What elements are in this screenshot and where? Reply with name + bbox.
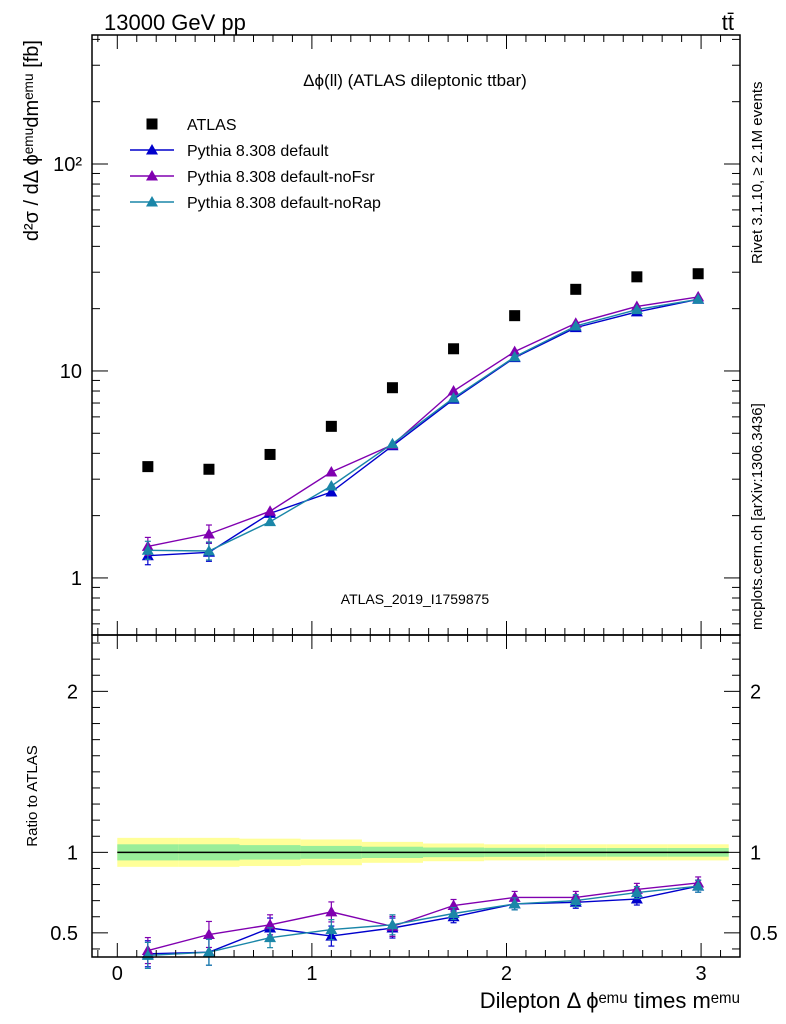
legend-label: ATLAS: [187, 117, 237, 134]
mc-data-point: [447, 392, 460, 403]
ratio-data-point: [508, 891, 521, 902]
ratio-data-point: [508, 897, 521, 909]
header-final-state-label: tt̄: [722, 10, 734, 35]
y-tick-label: 2: [67, 681, 78, 703]
mc-data-point: [386, 437, 399, 449]
y-tick-label: 10: [60, 361, 82, 383]
header-process-label: 13000 GeV pp: [104, 10, 246, 35]
series-line-2: [147, 296, 699, 548]
mc-data-point: [264, 515, 277, 527]
mc-data-point: [141, 544, 154, 555]
y-tick-label: 0.5: [750, 923, 778, 945]
legend-marker: [146, 196, 158, 207]
ratio-data-point: [447, 907, 460, 919]
ratio-data-point: [386, 918, 399, 930]
atlas-data-point: [203, 463, 215, 475]
mcplots-reference-label: mcplots.cern.ch [arXiv:1306.3436]: [749, 403, 766, 630]
x-axis-label: Dilepton Δ ϕᵉᵐᵘ times mᵉᵐᵘ: [480, 988, 740, 1013]
ratio-data-point: [692, 880, 705, 891]
atlas-data-point: [142, 461, 154, 473]
ratio-data-point: [202, 946, 215, 957]
main-plot-marks: [141, 268, 705, 566]
legend-label: Pythia 8.308 default-noRap: [187, 195, 381, 212]
atlas-data-point: [692, 268, 704, 280]
ratio-data-point: [202, 928, 215, 939]
y-tick-label: 1: [71, 568, 82, 590]
x-tick-label: 1: [306, 963, 317, 985]
mc-data-point: [325, 480, 338, 491]
atlas-data-point: [264, 448, 276, 460]
ratio-plot-marks: [117, 837, 729, 969]
atlas-data-point: [325, 420, 337, 432]
legend-marker-atlas: [146, 118, 158, 130]
mc-data-point: [508, 350, 521, 362]
main-y-axis-label: d²σ / dΔ ϕᵉᵐᵘdmᵉᵐᵘ [fb]: [21, 40, 43, 241]
atlas-data-point: [509, 310, 521, 322]
rivet-version-label: Rivet 3.1.10, ≥ 2.1M events: [749, 82, 766, 265]
series-line-3: [147, 298, 699, 552]
y-tick-label: 10²: [53, 154, 82, 176]
ratio-data-point: [325, 923, 338, 935]
mc-data-point: [630, 303, 643, 315]
ratio-line-2: [147, 885, 699, 957]
y-tick-label: 1: [67, 842, 78, 864]
mc-data-point: [692, 293, 705, 304]
mc-data-point: [264, 505, 277, 516]
y-tick-label: 2: [750, 681, 761, 703]
legend-label: Pythia 8.308 default-noFsr: [187, 169, 375, 186]
legend-marker: [146, 144, 158, 155]
plot-title: Δϕ(ll) (ATLAS dileptonic ttbar): [303, 71, 527, 90]
atlas-data-point: [631, 271, 643, 283]
mc-data-point: [202, 528, 215, 539]
ratio-line-1: [147, 882, 699, 952]
atlas-data-point: [448, 343, 460, 355]
ratio-line-0: [147, 885, 699, 955]
ratio-data-point: [264, 918, 277, 930]
x-tick-label: 0: [112, 963, 123, 985]
x-tick-label: 3: [696, 963, 707, 985]
ratio-panel: 0 1 2 3 0.5 0.5 1 1 2 2 Ratio to ATLAS Dilepton Δ…: [24, 634, 778, 1013]
analysis-watermark: ATLAS_2019_I1759875: [341, 591, 490, 607]
atlas-data-point: [570, 283, 582, 295]
mc-data-point: [447, 385, 460, 396]
legend-label: Pythia 8.308 default: [187, 143, 329, 160]
main-axes: 1 10 10²: [53, 35, 740, 635]
ratio-data-point: [569, 894, 582, 906]
ratio-y-axis-label: Ratio to ATLAS: [24, 745, 41, 846]
main-panel: 1 10 10² Δϕ(ll) (ATLAS dileptonic ttbar) d…: [21, 34, 741, 636]
ratio-axes: 0 1 2 3 0.5 0.5 1 1 2 2: [50, 635, 778, 985]
legend-marker: [146, 170, 158, 181]
mc-data-point: [325, 486, 338, 497]
ratio-frame: [91, 634, 741, 958]
y-tick-label: 1: [750, 842, 761, 864]
series-line-1: [147, 298, 699, 557]
mc-data-point: [569, 319, 582, 331]
ratio-data-point: [264, 931, 277, 943]
y-tick-label: 0.5: [50, 923, 78, 945]
atlas-data-point: [386, 382, 398, 394]
legend: ATLAS Pythia 8.308 default Pythia 8.308 de…: [130, 117, 381, 212]
mc-data-point: [325, 465, 338, 477]
ratio-data-point: [325, 905, 338, 917]
ratio-data-point: [630, 886, 643, 898]
x-tick-label: 2: [501, 963, 512, 985]
mc-data-point: [202, 544, 215, 556]
